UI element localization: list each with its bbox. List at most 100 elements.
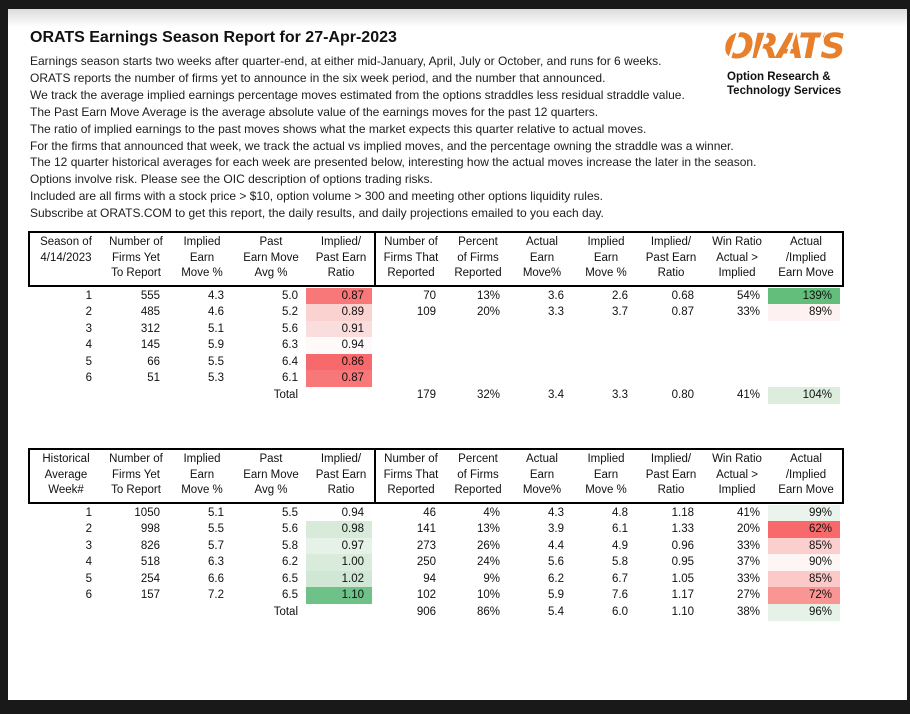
intro-text: Earnings season starts two weeks after q… (30, 53, 756, 222)
cell: 1050 (134, 506, 160, 519)
cell: 54% (736, 289, 760, 302)
cell: 1 (85, 289, 92, 302)
cell: 4 (85, 339, 92, 352)
historical-average-table: Historical Average Week# Number of Firms Yet… (28, 448, 844, 621)
cell (572, 354, 636, 371)
cell: 485 (140, 306, 160, 319)
cell: 46 (423, 506, 436, 519)
cell: 41% (736, 389, 760, 402)
cell: 0.94 (306, 337, 372, 354)
cell: 0.95 (671, 556, 694, 569)
cell: 5.8 (612, 556, 628, 569)
header-cell: Number of Firms Yet To Report (109, 236, 163, 280)
cell: 5.0 (282, 289, 298, 302)
cell: 4.4 (548, 539, 564, 552)
intro-line: Included are all firms with a stock pric… (30, 189, 603, 204)
cell: 3.9 (548, 523, 564, 536)
cell: 141 (416, 523, 436, 536)
cell (702, 354, 768, 371)
cell: 6.3 (208, 556, 224, 569)
cell (636, 337, 702, 354)
header-cell: Percent of Firms Reported (454, 236, 502, 280)
cell: 1.33 (671, 523, 694, 536)
cell (168, 604, 232, 621)
cell: 1.10 (306, 587, 372, 604)
cell: 1.10 (671, 606, 694, 619)
header-cell: Implied Earn Move % (181, 453, 223, 497)
header-cell: Implied/Past Earn Ratio (645, 236, 697, 280)
cell: 5.6 (282, 523, 298, 536)
cell: 104% (768, 387, 840, 404)
current-season-table: Season of 4/14/2023 Number of Firms Yet To … (28, 231, 844, 404)
cell: 9% (483, 572, 500, 585)
cell: 6.5 (282, 589, 298, 602)
cell: 5.8 (282, 539, 298, 552)
cell: 72% (768, 587, 840, 604)
logo-tagline-line1: Option Research & (727, 71, 831, 83)
intro-line: Options involve risk. Please see the OIC… (30, 172, 433, 187)
cell: 3.7 (612, 306, 628, 319)
data-row: 6 157 7.2 6.5 1.10 102 10% 5.9 7.6 1.17 27% 72% (28, 587, 844, 604)
header-cell: Historical Average Week# (42, 453, 90, 497)
cell: 906 (416, 606, 436, 619)
cell: 157 (140, 589, 160, 602)
cell: 5.6 (548, 556, 564, 569)
cell: 4.6 (208, 306, 224, 319)
cell (768, 337, 840, 354)
table-header: Historical Average Week# Number of Firms Yet… (28, 448, 844, 504)
cell: 6.3 (282, 339, 298, 352)
cell: 5.1 (208, 506, 224, 519)
cell: 555 (140, 289, 160, 302)
cell: 0.80 (671, 389, 694, 402)
cell: 6.2 (282, 556, 298, 569)
cell (636, 370, 702, 387)
cell: 20% (476, 306, 500, 319)
header-cell: Actual Earn Move% (522, 236, 562, 280)
cell: 1 (85, 506, 92, 519)
total-row: Total 179 32% 3.4 3.3 0.80 41% 104% (28, 387, 844, 404)
cell (28, 387, 100, 404)
cell: 102 (416, 589, 436, 602)
cell: 6.1 (612, 523, 628, 536)
cell: 5.2 (282, 306, 298, 319)
total-row: Total 906 86% 5.4 6.0 1.10 38% 96% (28, 604, 844, 621)
cell: 250 (416, 556, 436, 569)
cell: 5 (85, 355, 92, 368)
cell: 6.4 (282, 355, 298, 368)
data-row: 2 998 5.5 5.6 0.98 141 13% 3.9 6.1 1.33 20% 62% (28, 521, 844, 538)
cell: 4 (85, 556, 92, 569)
cell (702, 370, 768, 387)
cell (444, 370, 508, 387)
cell: 0.91 (306, 320, 372, 338)
cell (168, 387, 232, 404)
cell: 0.98 (306, 521, 372, 538)
data-row: 3 312 5.1 5.6 0.91 (28, 320, 844, 338)
cell: 7.2 (208, 589, 224, 602)
cell: 62% (768, 521, 840, 538)
header-cell: Percent of Firms Reported (454, 453, 502, 497)
cell: 1.02 (306, 570, 372, 588)
cell: 32% (476, 389, 500, 402)
cell: 13% (476, 523, 500, 536)
cell (444, 337, 508, 354)
cell: 179 (416, 389, 436, 402)
cell: 4.8 (612, 506, 628, 519)
header-cell: Past Earn Move Avg % (243, 453, 299, 497)
intro-line: ORATS reports the number of firms yet to… (30, 70, 606, 85)
cell (702, 337, 768, 354)
svg-text:ORATS: ORATS (724, 27, 844, 67)
orats-logo-mark: ORATS (724, 25, 855, 69)
header-cell: Number of Firms Yet To Report (109, 453, 163, 497)
cell: 10% (476, 589, 500, 602)
cell (444, 321, 508, 338)
cell: 145 (140, 339, 160, 352)
intro-line: The 12 quarter historical averages for e… (30, 155, 757, 170)
cell: 99% (768, 504, 840, 522)
cell: 5.1 (208, 322, 224, 335)
cell: 1.05 (671, 572, 694, 585)
data-row: 1 555 4.3 5.0 0.87 70 13% 3.6 2.6 0.68 54% 139% (28, 287, 844, 305)
cell: 5.3 (208, 372, 224, 385)
cell: 0.87 (671, 306, 694, 319)
cell: 4.3 (208, 289, 224, 302)
cell (768, 354, 840, 371)
